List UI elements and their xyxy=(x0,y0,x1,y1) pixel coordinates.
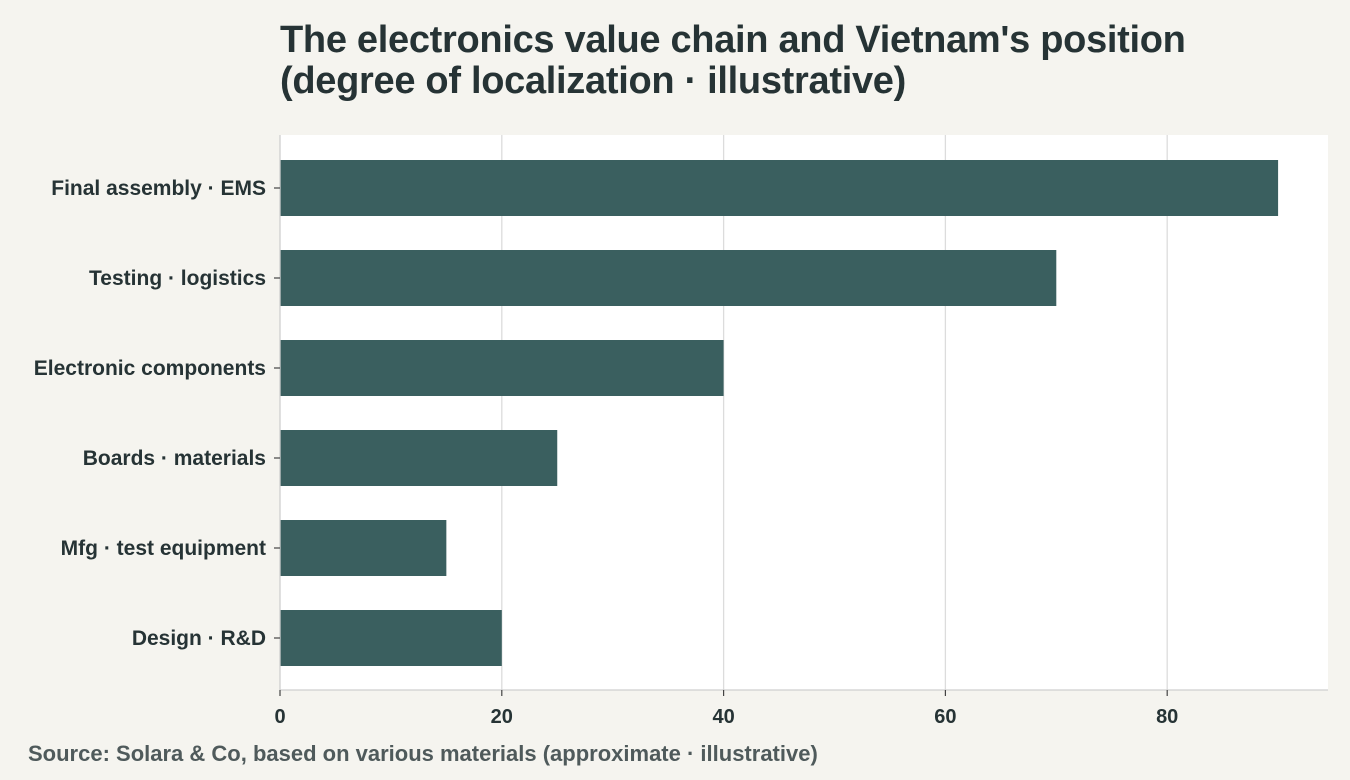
bar-4 xyxy=(280,520,447,576)
category-label-3: Boards · materials xyxy=(83,447,266,470)
plot-area xyxy=(280,135,1328,690)
category-label-5: Design · R&D xyxy=(132,627,266,650)
category-label-4: Mfg · test equipment xyxy=(61,537,266,560)
source-note: Source: Solara & Co, based on various ma… xyxy=(28,741,818,766)
bar-3 xyxy=(280,430,558,486)
category-label-0: Final assembly · EMS xyxy=(51,177,266,200)
x-tick-label-1: 20 xyxy=(491,706,513,728)
chart-title-line-1: The electronics value chain and Vietnam'… xyxy=(280,19,1186,61)
x-tick-label-3: 60 xyxy=(934,706,956,728)
x-tick-label-2: 40 xyxy=(712,706,734,728)
bar-1 xyxy=(280,250,1057,306)
bar-5 xyxy=(280,610,502,666)
bar-0 xyxy=(280,160,1279,216)
x-tick-label-0: 0 xyxy=(274,706,285,728)
category-label-2: Electronic components xyxy=(34,357,266,380)
x-tick-label-4: 80 xyxy=(1156,706,1178,728)
category-label-1: Testing · logistics xyxy=(89,267,266,290)
chart-title: The electronics value chain and Vietnam'… xyxy=(280,20,1320,102)
bar-2 xyxy=(280,340,724,396)
chart-title-line-2: (degree of localization · illustrative) xyxy=(280,60,906,102)
